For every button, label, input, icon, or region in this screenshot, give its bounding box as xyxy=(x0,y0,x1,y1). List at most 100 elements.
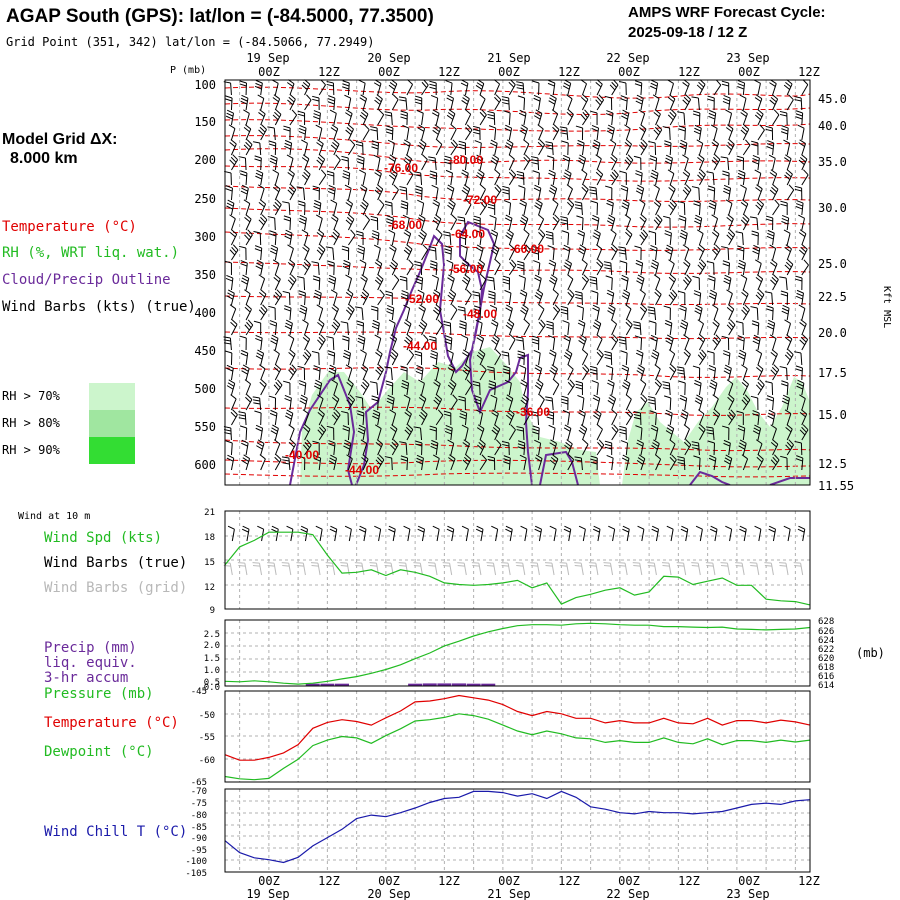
temp-frame xyxy=(224,690,811,783)
wind-barb xyxy=(694,379,702,384)
wind-barb xyxy=(618,339,626,342)
wind-barb xyxy=(635,100,643,105)
bottom-hour-label: 00Z xyxy=(378,874,400,888)
wind-barb xyxy=(283,218,291,222)
wind-barb xyxy=(493,278,496,291)
wind-barb xyxy=(390,368,393,381)
wind-barb-grid xyxy=(267,562,275,564)
wind-barb xyxy=(313,457,321,462)
wind-barb xyxy=(669,127,671,141)
wind-barb xyxy=(596,292,599,306)
wind-barb xyxy=(625,188,629,201)
wind-barb xyxy=(505,142,513,147)
wind-barb xyxy=(515,336,523,339)
windchill-frame xyxy=(224,788,811,873)
wind-barb xyxy=(575,386,583,390)
wind-barb xyxy=(742,338,745,351)
wind-barb xyxy=(272,424,279,429)
wind-barb-true xyxy=(597,529,601,542)
wind-barb-true xyxy=(505,528,512,533)
wind-barb xyxy=(801,154,808,160)
wind-barb xyxy=(786,424,793,430)
wind-barb xyxy=(780,293,788,297)
wind-barb xyxy=(803,169,809,176)
wind-barb xyxy=(706,429,714,432)
wind-barb xyxy=(430,356,437,360)
wind-barb xyxy=(751,320,759,324)
wind-barb xyxy=(655,289,662,295)
wind-barb xyxy=(318,308,324,321)
wind-barb xyxy=(494,398,498,411)
wind-barb xyxy=(436,139,443,145)
wind-barb xyxy=(287,189,294,196)
wind-barb xyxy=(669,443,676,456)
bottom-hour-label: 12Z xyxy=(438,874,460,888)
wind-barb xyxy=(356,320,364,324)
wind-barb xyxy=(654,381,661,388)
wind-barb xyxy=(691,96,699,99)
wind-barb xyxy=(711,214,718,219)
wind-barb xyxy=(682,154,689,159)
wind-barb xyxy=(345,292,353,298)
wind-barb xyxy=(737,83,745,87)
wind-barb xyxy=(623,379,631,385)
precip-bar xyxy=(305,683,320,686)
wind-barb xyxy=(318,323,325,336)
contour-labels: -76.00 -80.00 -72.00 -68.00 -64.00 -60.0… xyxy=(285,153,550,477)
wind-barb xyxy=(567,114,574,126)
wind-barb-true xyxy=(363,529,367,542)
wind-barb xyxy=(386,310,394,315)
wind-barb xyxy=(377,173,382,186)
wind-barb xyxy=(406,264,414,276)
wind-barb xyxy=(274,413,278,426)
forecast-cycle-value: 2025-09-18 / 12 Z xyxy=(628,24,747,41)
wind-barb xyxy=(458,140,466,144)
wind-barb xyxy=(786,382,789,396)
wind-barb xyxy=(638,364,645,369)
wind-barb xyxy=(464,307,466,321)
wind-barb xyxy=(286,82,294,87)
wind-barb xyxy=(343,445,350,450)
wind-barb xyxy=(362,294,370,306)
wind-barb-grid xyxy=(463,563,467,576)
wind-barb xyxy=(289,263,296,276)
wind-barb xyxy=(241,94,249,99)
wind-barb xyxy=(444,245,452,249)
wind-barb xyxy=(255,335,263,339)
wind-barb xyxy=(304,351,310,358)
wind-barb xyxy=(545,147,553,150)
wind-barb xyxy=(507,352,510,366)
wind-barb xyxy=(627,319,633,325)
wind-barb xyxy=(342,338,350,342)
wind-barb-true xyxy=(505,525,513,530)
wind-barb xyxy=(429,428,437,432)
wind-barb-grid xyxy=(741,563,745,576)
wind-barb xyxy=(594,229,601,234)
wind-barb xyxy=(505,234,512,240)
wind-barb xyxy=(415,191,423,195)
wind-barb xyxy=(764,291,772,294)
wind-barb xyxy=(562,85,570,90)
wind-barb xyxy=(254,410,262,414)
pressure-tick: 600 xyxy=(194,458,216,472)
wind-barb xyxy=(801,458,804,471)
wind-barb xyxy=(712,172,715,186)
wind-barb xyxy=(447,184,455,189)
wind-barb xyxy=(693,455,701,459)
wind-barb xyxy=(284,142,292,147)
wind-barb xyxy=(564,424,572,429)
legend-precip-liq: liq. equiv. xyxy=(44,655,137,671)
wind-barb xyxy=(259,142,262,156)
wind-barb xyxy=(508,143,514,156)
wind-barb-grid xyxy=(457,562,465,564)
wind-barb xyxy=(740,202,747,208)
wind-barb xyxy=(386,221,394,225)
wind-barb xyxy=(605,185,613,189)
wind-barb xyxy=(230,82,232,96)
wind-barb xyxy=(401,385,408,390)
wind-barb-true xyxy=(491,525,498,530)
wind-barb xyxy=(508,367,511,381)
wind-barb xyxy=(327,263,335,267)
wind-barb xyxy=(594,412,601,417)
